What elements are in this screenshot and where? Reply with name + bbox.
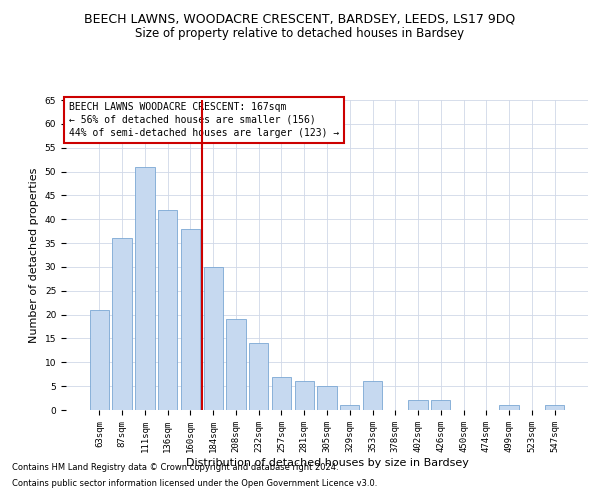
Bar [317,386,337,410]
Bar [340,405,359,410]
Bar [90,310,109,410]
Bar [295,382,314,410]
Bar [112,238,132,410]
Text: BEECH LAWNS WOODACRE CRESCENT: 167sqm
← 56% of detached houses are smaller (156): BEECH LAWNS WOODACRE CRESCENT: 167sqm ← … [68,102,339,138]
Bar [363,382,382,410]
Text: Contains public sector information licensed under the Open Government Licence v3: Contains public sector information licen… [12,478,377,488]
Bar [272,376,291,410]
Bar [226,320,245,410]
Bar [158,210,178,410]
Bar [431,400,451,410]
X-axis label: Distribution of detached houses by size in Bardsey: Distribution of detached houses by size … [185,458,469,468]
Bar [545,405,564,410]
Bar [499,405,519,410]
Bar [135,167,155,410]
Bar [181,229,200,410]
Y-axis label: Number of detached properties: Number of detached properties [29,168,39,342]
Bar [409,400,428,410]
Bar [249,343,268,410]
Text: Contains HM Land Registry data © Crown copyright and database right 2024.: Contains HM Land Registry data © Crown c… [12,464,338,472]
Bar [203,267,223,410]
Text: Size of property relative to detached houses in Bardsey: Size of property relative to detached ho… [136,28,464,40]
Text: BEECH LAWNS, WOODACRE CRESCENT, BARDSEY, LEEDS, LS17 9DQ: BEECH LAWNS, WOODACRE CRESCENT, BARDSEY,… [85,12,515,26]
